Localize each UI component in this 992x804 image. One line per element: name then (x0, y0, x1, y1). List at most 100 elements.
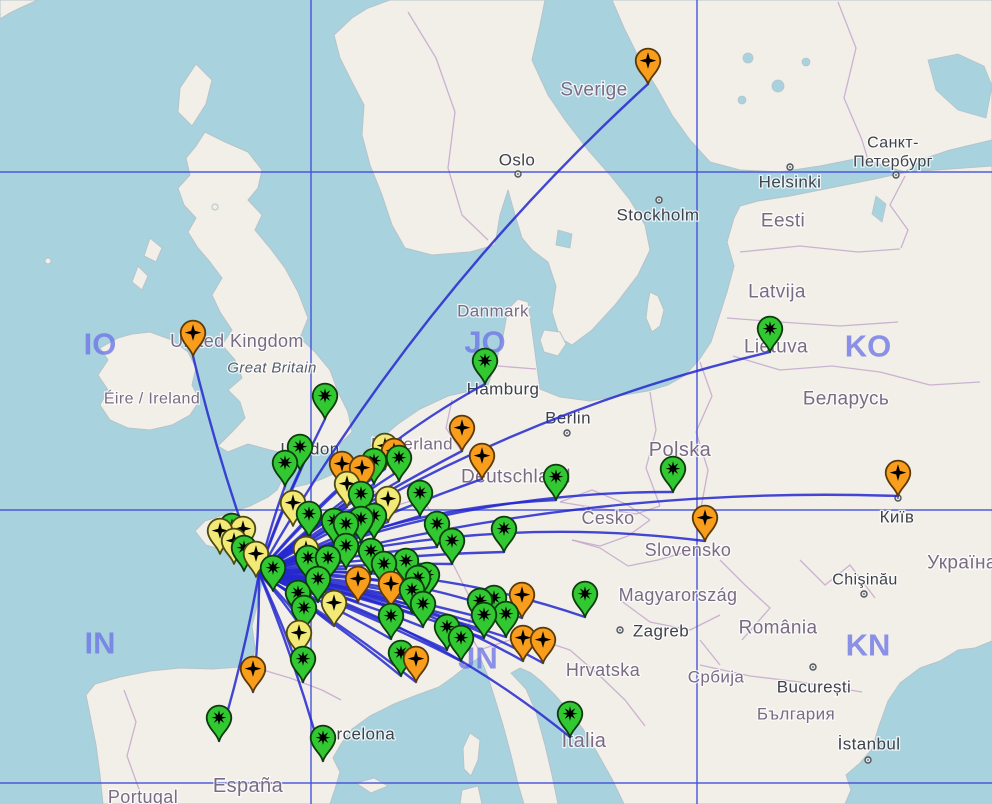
star8-icon (398, 553, 414, 568)
star8-icon (317, 388, 333, 403)
map-pin-green[interactable] (271, 449, 299, 487)
star4-icon (513, 586, 531, 603)
map-pin-green[interactable] (447, 624, 475, 662)
map-pin-green[interactable] (289, 645, 317, 683)
country-label: Magyarország (619, 585, 738, 605)
map-pin-orange[interactable] (529, 626, 557, 664)
star8-icon (363, 543, 379, 558)
city-label: Chişinău (832, 572, 897, 589)
map-pin-green[interactable] (286, 433, 314, 471)
city-label: Zagreb (633, 622, 689, 641)
map-pin-orange[interactable] (691, 504, 719, 542)
map-pin-green[interactable] (756, 315, 784, 353)
star8-icon (338, 538, 354, 553)
country-label: Slovensko (645, 540, 732, 560)
star4-icon (338, 475, 356, 492)
city-dot-center (789, 166, 791, 168)
map-pin-green[interactable] (370, 550, 398, 588)
map-pin-orange[interactable] (402, 645, 430, 683)
landmass-iceland-corner (0, 0, 39, 20)
landmass-gotland (645, 291, 665, 333)
map-pin-green[interactable] (311, 382, 339, 420)
map-pin-orange[interactable] (884, 459, 912, 497)
star4-icon (453, 419, 471, 436)
map-pin-yellow[interactable] (374, 485, 402, 523)
country-label: Polska (649, 439, 712, 461)
map-pin-green[interactable] (542, 463, 570, 501)
grid-square-label: IN (85, 626, 116, 661)
star8-icon (277, 455, 293, 470)
star8-icon (211, 710, 227, 725)
islet (44, 257, 52, 265)
star4-icon (234, 520, 252, 537)
country-border (699, 664, 863, 693)
star8-icon (383, 608, 399, 623)
map-pin-green[interactable] (556, 700, 584, 738)
country-border (445, 399, 463, 453)
map-pin-orange[interactable] (468, 442, 496, 480)
map-pin-green[interactable] (438, 527, 466, 565)
country-label: Česko (581, 507, 634, 528)
qso-line (257, 571, 496, 623)
star8-icon (295, 651, 311, 666)
region-label: Great Britain (227, 360, 316, 377)
lake-blob (737, 95, 747, 105)
map-pin-orange[interactable] (239, 655, 267, 693)
map-pin-green[interactable] (406, 479, 434, 517)
map-pin-green[interactable] (377, 602, 405, 640)
lake-peipus (871, 195, 887, 223)
map-pin-green[interactable] (259, 554, 287, 592)
star8-icon (292, 439, 308, 454)
map-pin-green[interactable] (314, 544, 342, 582)
map-pin-orange[interactable] (179, 319, 207, 357)
star4-icon (379, 490, 397, 507)
city-label: İstanbul (838, 735, 901, 754)
map-pin-green[interactable] (304, 565, 332, 603)
country-label: Беларусь (803, 389, 889, 410)
country-label: Србија (688, 668, 745, 687)
country-border (497, 365, 537, 370)
star8-icon (496, 521, 512, 536)
star8-icon (315, 730, 331, 745)
city-label: Stockholm (617, 206, 700, 225)
star4-icon (639, 52, 657, 69)
map-pin-green[interactable] (659, 455, 687, 493)
star8-icon (320, 550, 336, 565)
lake-blob (771, 79, 785, 93)
map-pin-green[interactable] (205, 704, 233, 742)
map-pin-orange[interactable] (344, 565, 372, 603)
map-pin-orange[interactable] (448, 414, 476, 452)
grid-square-label: IO (84, 327, 117, 362)
lake-ladoga (927, 53, 992, 119)
map-pin-orange[interactable] (508, 581, 536, 619)
qso-line (257, 571, 508, 639)
star8-icon (265, 560, 281, 575)
map-pin-green[interactable] (490, 515, 518, 553)
city-dot-center (897, 497, 899, 499)
map-pin-green[interactable] (423, 510, 451, 548)
map-pin-orange[interactable] (634, 47, 662, 85)
map-pin-green[interactable] (470, 601, 498, 639)
star8-icon (391, 450, 407, 465)
country-border (539, 639, 646, 727)
star4-icon (333, 455, 351, 472)
map-pin-green[interactable] (409, 590, 437, 628)
landmass-zealand (539, 329, 567, 357)
star4-icon (382, 575, 400, 592)
star8-icon (453, 630, 469, 645)
map-pin-yellow[interactable] (320, 589, 348, 627)
star8-icon (338, 516, 354, 531)
map-pin-green[interactable] (309, 724, 337, 762)
map-pin-green[interactable] (332, 532, 360, 570)
city-label: Oslo (499, 151, 536, 170)
landmass-shetland (177, 63, 213, 127)
map-pin-green[interactable] (571, 580, 599, 618)
map-pin-green[interactable] (471, 347, 499, 385)
city-dot-center (619, 629, 621, 631)
map-pin-yellow[interactable] (242, 540, 270, 578)
lake-blob (801, 57, 811, 67)
country-border (799, 559, 876, 599)
